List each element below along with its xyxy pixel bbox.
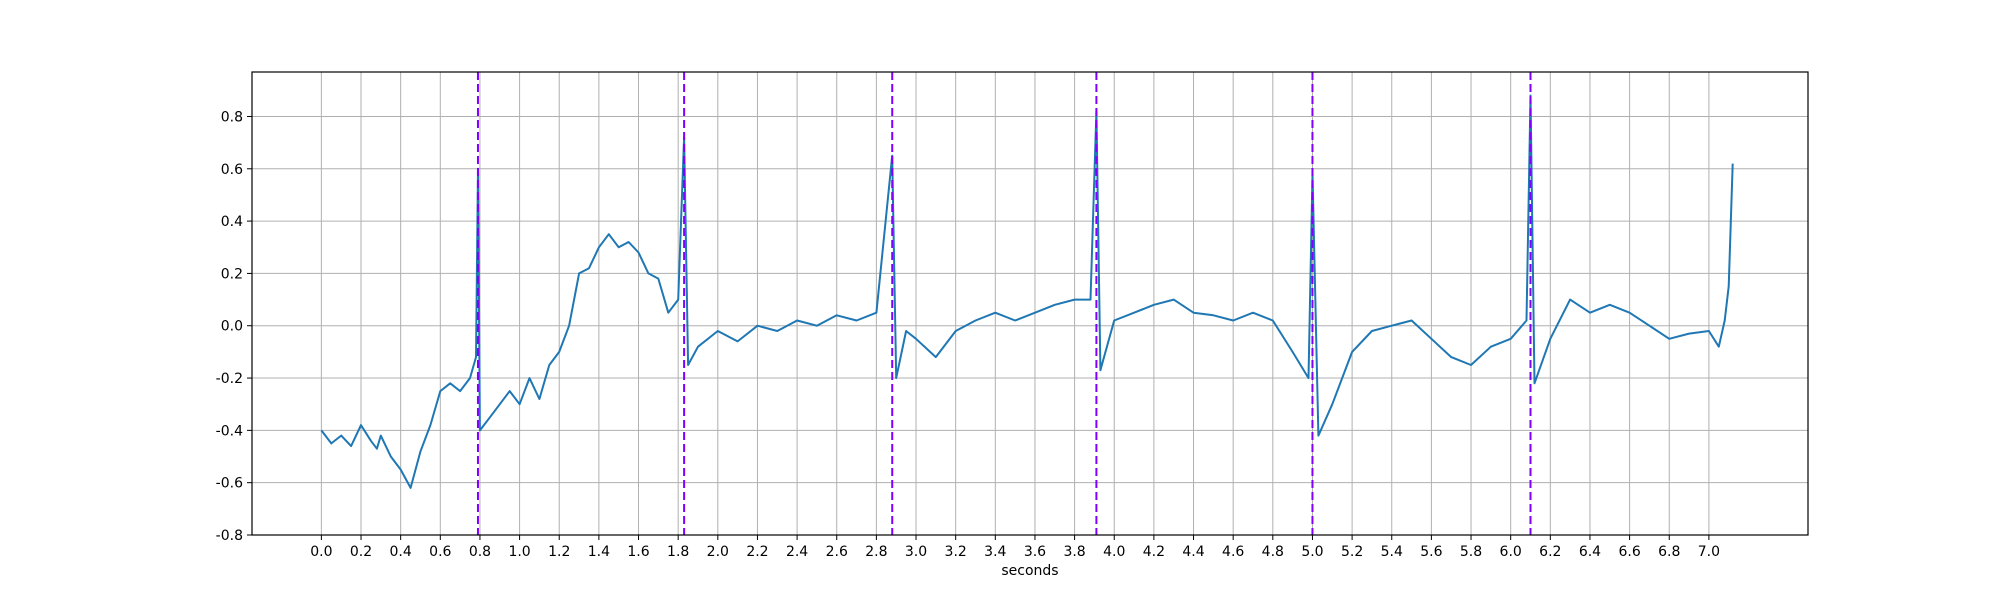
x-tick-label: 3.6 bbox=[1024, 544, 1046, 560]
x-tick-label: 2.4 bbox=[786, 544, 808, 560]
x-tick-label: 6.4 bbox=[1579, 544, 1601, 560]
x-tick-label: 3.2 bbox=[945, 544, 967, 560]
x-tick-label: 0.4 bbox=[390, 544, 412, 560]
x-tick-label: 4.8 bbox=[1262, 544, 1284, 560]
x-tick-label: 4.6 bbox=[1222, 544, 1244, 560]
signal-line bbox=[320, 94, 1734, 489]
plot-area bbox=[320, 72, 1734, 535]
x-tick-label: 2.0 bbox=[707, 544, 729, 560]
beat-markers bbox=[476, 72, 1532, 535]
x-tick-label: 0.2 bbox=[350, 544, 372, 560]
x-tick-label: 4.2 bbox=[1143, 544, 1165, 560]
x-tick-label: 6.8 bbox=[1658, 544, 1680, 560]
x-tick-label: 6.6 bbox=[1618, 544, 1640, 560]
y-tick-label: -0.8 bbox=[216, 528, 243, 544]
x-tick-label: 0.0 bbox=[310, 544, 332, 560]
x-tick-label: 1.2 bbox=[548, 544, 570, 560]
x-tick-label: 5.6 bbox=[1420, 544, 1442, 560]
x-tick-label: 5.4 bbox=[1381, 544, 1403, 560]
y-tick-label: 0.4 bbox=[221, 214, 243, 230]
x-tick-label: 5.8 bbox=[1460, 544, 1482, 560]
plot-frame bbox=[251, 71, 1809, 536]
x-tick-label: 7.0 bbox=[1698, 544, 1720, 560]
x-tick-label: 5.0 bbox=[1301, 544, 1323, 560]
y-axis: -0.8 -0.6 -0.4 -0.2 0.0 0.2 0.4 0.6 0.8 bbox=[216, 109, 252, 544]
x-tick-label: 1.4 bbox=[588, 544, 610, 560]
x-axis-label: seconds bbox=[1001, 563, 1058, 579]
y-tick-label: -0.6 bbox=[216, 476, 243, 492]
y-tick-label: -0.4 bbox=[216, 423, 243, 439]
x-tick-label: 2.6 bbox=[826, 544, 848, 560]
x-tick-label: 1.0 bbox=[508, 544, 530, 560]
x-tick-label: 2.2 bbox=[746, 544, 768, 560]
x-tick-label: 4.0 bbox=[1103, 544, 1125, 560]
x-tick-label: 0.8 bbox=[469, 544, 491, 560]
x-tick-label: 3.4 bbox=[984, 544, 1006, 560]
x-axis: 0.0 0.2 0.4 0.6 0.8 1.0 1.2 1.4 1.6 1.8 2.0 2.2 2.4 2… bbox=[310, 535, 1720, 560]
x-tick-label: 5.2 bbox=[1341, 544, 1363, 560]
x-tick-label: 1.6 bbox=[627, 544, 649, 560]
x-tick-label: 4.4 bbox=[1182, 544, 1204, 560]
y-tick-label: 0.8 bbox=[221, 109, 243, 125]
x-tick-label: 3.8 bbox=[1063, 544, 1085, 560]
grid bbox=[252, 72, 1808, 536]
y-tick-label: 0.2 bbox=[221, 266, 243, 282]
x-tick-label: 1.8 bbox=[667, 544, 689, 560]
y-tick-label: 0.0 bbox=[221, 319, 243, 335]
x-tick-label: 6.2 bbox=[1539, 544, 1561, 560]
x-tick-label: 0.6 bbox=[429, 544, 451, 560]
x-tick-label: 6.0 bbox=[1500, 544, 1522, 560]
y-tick-label: 0.6 bbox=[221, 162, 243, 178]
x-tick-label: 2.8 bbox=[865, 544, 887, 560]
x-tick-label: 3.0 bbox=[905, 544, 927, 560]
y-tick-label: -0.2 bbox=[216, 371, 243, 387]
